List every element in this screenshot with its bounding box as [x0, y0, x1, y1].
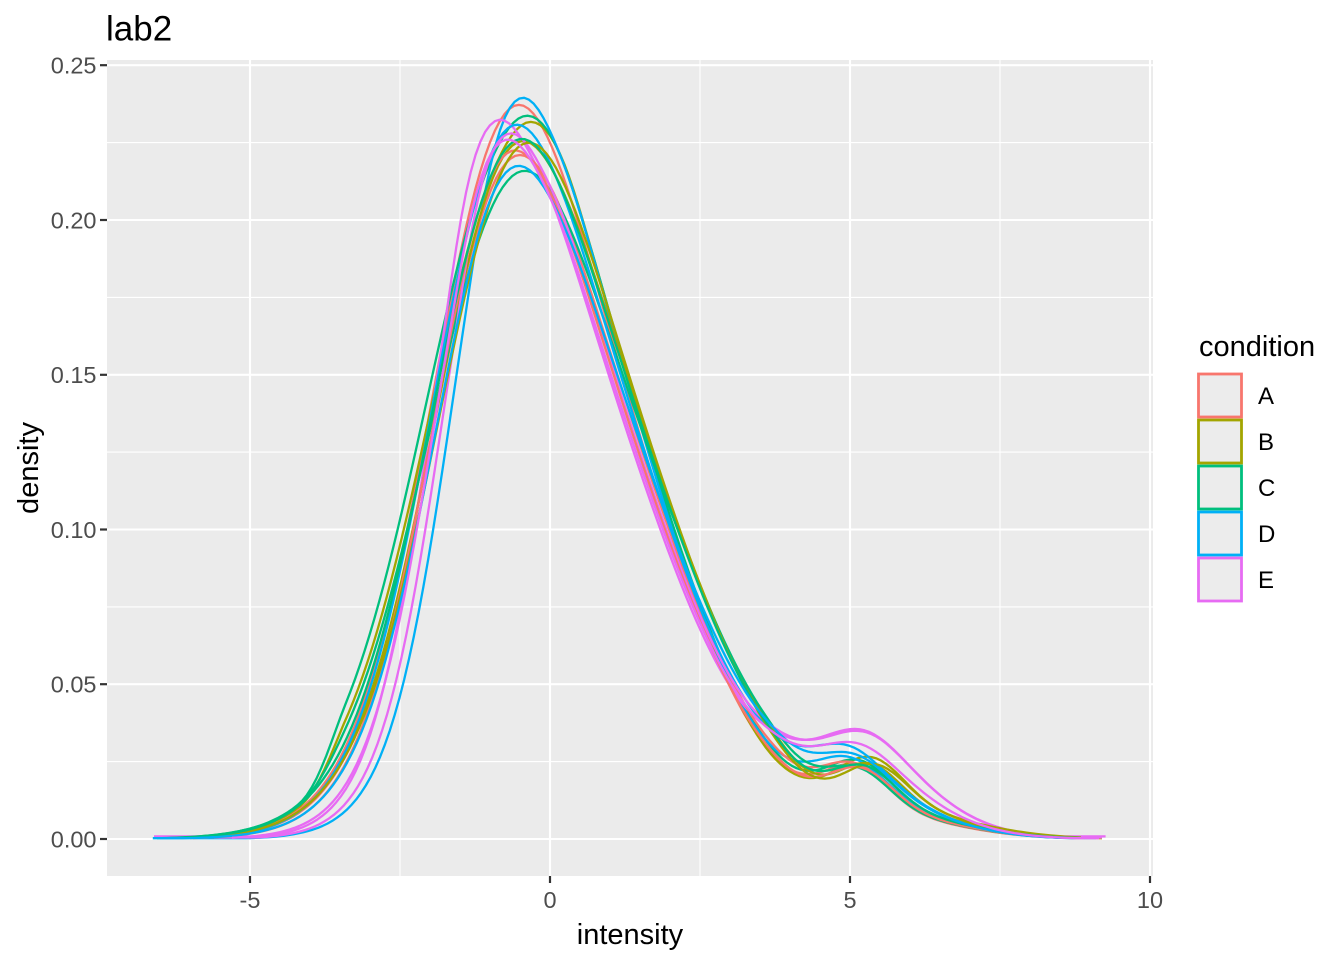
svg-text:density: density [13, 422, 45, 514]
svg-text:0: 0 [543, 887, 556, 913]
svg-text:0.25: 0.25 [51, 53, 97, 79]
svg-text:condition: condition [1199, 331, 1315, 363]
svg-text:0.15: 0.15 [51, 362, 97, 388]
svg-text:0.20: 0.20 [51, 207, 97, 233]
svg-text:0.00: 0.00 [51, 826, 97, 852]
svg-text:0.05: 0.05 [51, 672, 97, 698]
svg-text:-5: -5 [240, 887, 261, 913]
svg-text:intensity: intensity [577, 919, 684, 951]
svg-text:E: E [1258, 567, 1274, 594]
svg-text:10: 10 [1137, 887, 1163, 913]
svg-text:B: B [1258, 429, 1274, 456]
svg-text:A: A [1258, 383, 1274, 410]
svg-text:lab2: lab2 [106, 10, 172, 49]
svg-text:5: 5 [843, 887, 856, 913]
svg-text:0.10: 0.10 [51, 517, 97, 543]
svg-text:C: C [1258, 475, 1275, 502]
svg-text:D: D [1258, 521, 1275, 548]
